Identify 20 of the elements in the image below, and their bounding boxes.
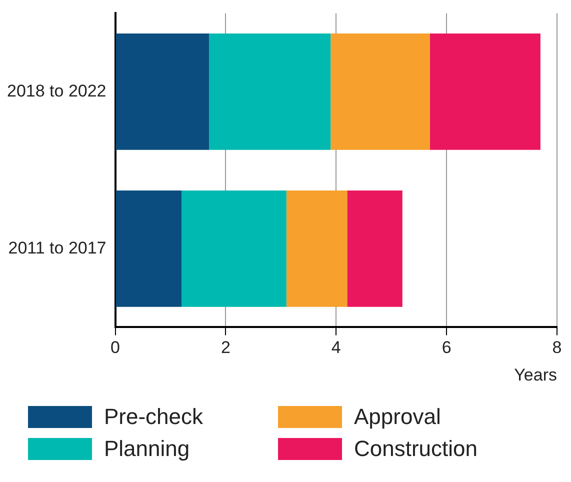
bar bbox=[182, 190, 286, 307]
legend-label: Construction bbox=[354, 436, 478, 462]
bar bbox=[116, 34, 210, 150]
x-tick-label: 4 bbox=[331, 338, 341, 358]
x-axis-title: Years bbox=[514, 365, 557, 384]
x-tick-label: 8 bbox=[552, 338, 562, 358]
bar bbox=[347, 190, 402, 307]
bar bbox=[330, 34, 430, 150]
bar bbox=[430, 34, 540, 150]
x-tick-label: 0 bbox=[110, 338, 120, 358]
y-tick-label: 2018 to 2022 bbox=[6, 81, 106, 100]
legend-label: Planning bbox=[104, 436, 190, 462]
x-tick-label: 6 bbox=[442, 338, 452, 358]
bar bbox=[286, 190, 348, 307]
x-tick-label: 2 bbox=[220, 338, 230, 358]
legend-label: Approval bbox=[354, 404, 441, 430]
bar bbox=[209, 34, 331, 150]
legend-label: Pre-check bbox=[104, 404, 204, 430]
y-tick-label: 2011 to 2017 bbox=[8, 238, 106, 258]
bar bbox=[116, 190, 182, 307]
